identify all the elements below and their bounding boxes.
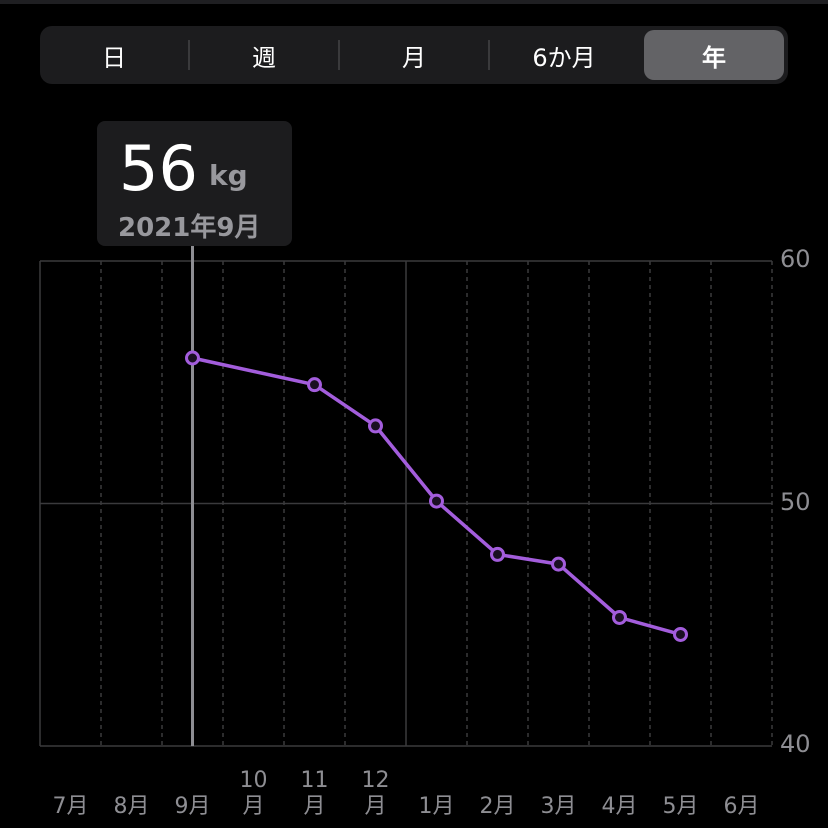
y-tick-label: 40 [780,730,811,758]
x-tick-label: 10 月 [224,768,284,820]
segment-divider [488,40,490,70]
data-point [612,609,627,625]
x-tick-label-line: 月 [303,794,326,819]
x-tick-label: 4月 [590,794,650,820]
x-tick-label-line: 3月 [540,794,577,819]
x-tick-label: 6月 [712,794,772,820]
data-point [490,546,505,562]
segment-divider [188,40,190,70]
x-tick-label: 5月 [651,794,711,820]
data-point [429,493,444,509]
x-tick-label-line: 4月 [601,794,638,819]
x-tick-label: 11 月 [285,768,345,820]
y-tick-label: 60 [780,245,811,273]
data-point [185,350,200,366]
x-tick-label: 8月 [102,794,162,820]
tooltip-value: 56 [119,132,198,205]
x-tick-label: 12 月 [346,768,406,820]
tooltip-date: 2021年9月 [118,213,261,243]
chart-marks [185,244,688,746]
x-tick-label-line: 7月 [52,794,89,819]
segment-year[interactable]: 年 [644,30,784,80]
segment-week[interactable]: 週 [252,43,276,72]
weight-series-line [192,356,681,637]
top-divider [0,0,828,4]
x-tick-label-line: 1月 [418,794,455,819]
data-point [368,418,383,434]
time-range-segmented-control: 日 週 月 6か月 年 [40,26,788,84]
x-tick-label-line: 5月 [662,794,699,819]
x-tick-label-line: 月 [364,794,387,819]
x-tick-label: 3月 [529,794,589,820]
x-tick-label: 9月 [163,794,223,820]
x-tick-label-line: 10 [239,768,268,793]
x-tick-label-line: 2月 [479,794,516,819]
x-tick-label: 2月 [468,794,528,820]
segment-day[interactable]: 日 [102,43,126,72]
data-point [551,556,566,572]
selected-value-tooltip: 56 kg 2021年9月 [97,121,292,246]
x-tick-label-line: 8月 [113,794,150,819]
x-tick-label-line: 11 [300,768,329,793]
x-tick-label: 1月 [407,794,467,820]
data-point [307,377,322,393]
segment-month[interactable]: 月 [402,43,426,72]
data-point [673,626,688,642]
chart-grid [39,260,773,747]
segment-six-months[interactable]: 6か月 [532,43,596,72]
tooltip-unit: kg [209,159,248,192]
x-tick-label: 7月 [41,794,101,820]
x-tick-label-line: 6月 [723,794,760,819]
x-tick-label-line: 9月 [174,794,211,819]
x-tick-label-line: 12 [361,768,390,793]
segment-divider [338,40,340,70]
x-tick-label-line: 月 [242,794,265,819]
y-tick-label: 50 [780,487,811,516]
